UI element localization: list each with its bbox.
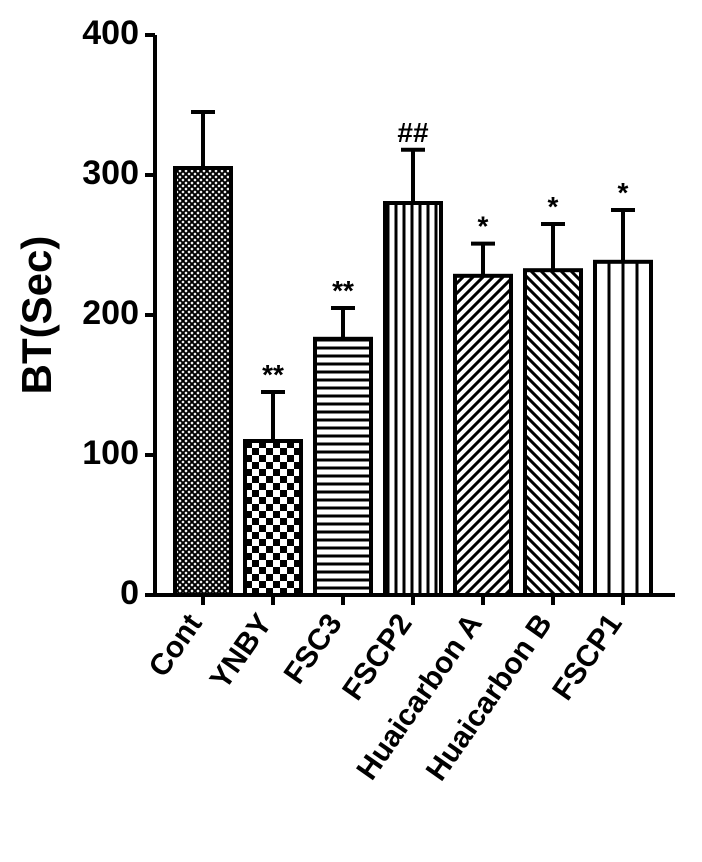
bar bbox=[175, 168, 231, 595]
significance-marker: ## bbox=[397, 117, 429, 148]
chart-container: 0100200300400 ****##*** ContYNBYFSC3FSCP… bbox=[0, 0, 702, 862]
significance-marker: ** bbox=[262, 359, 284, 390]
y-tick-label: 100 bbox=[82, 434, 139, 472]
category-label: Huaicarbon B bbox=[420, 608, 559, 787]
bar bbox=[245, 441, 301, 595]
category-label: Cont bbox=[143, 608, 209, 683]
category-label: Huaicarbon A bbox=[350, 608, 488, 786]
bar bbox=[455, 276, 511, 595]
y-tick-label: 300 bbox=[82, 154, 139, 192]
significance-marker: * bbox=[478, 211, 489, 242]
significance-marker: * bbox=[618, 177, 629, 208]
significance-marker: ** bbox=[332, 275, 354, 306]
category-label: FSC3 bbox=[278, 608, 349, 690]
category-label: YNBY bbox=[204, 608, 279, 695]
category-label: FSCP1 bbox=[546, 608, 628, 706]
y-tick-label: 400 bbox=[82, 14, 139, 52]
bar bbox=[315, 339, 371, 595]
bar bbox=[595, 262, 651, 595]
bar-chart: 0100200300400 ****##*** ContYNBYFSC3FSCP… bbox=[0, 0, 702, 862]
bar bbox=[385, 203, 441, 595]
significance-marker: * bbox=[548, 191, 559, 222]
y-tick-label: 200 bbox=[82, 294, 139, 332]
y-axis-label: BT(Sec) bbox=[13, 236, 60, 395]
bar bbox=[525, 270, 581, 595]
y-tick-label: 0 bbox=[120, 574, 139, 612]
